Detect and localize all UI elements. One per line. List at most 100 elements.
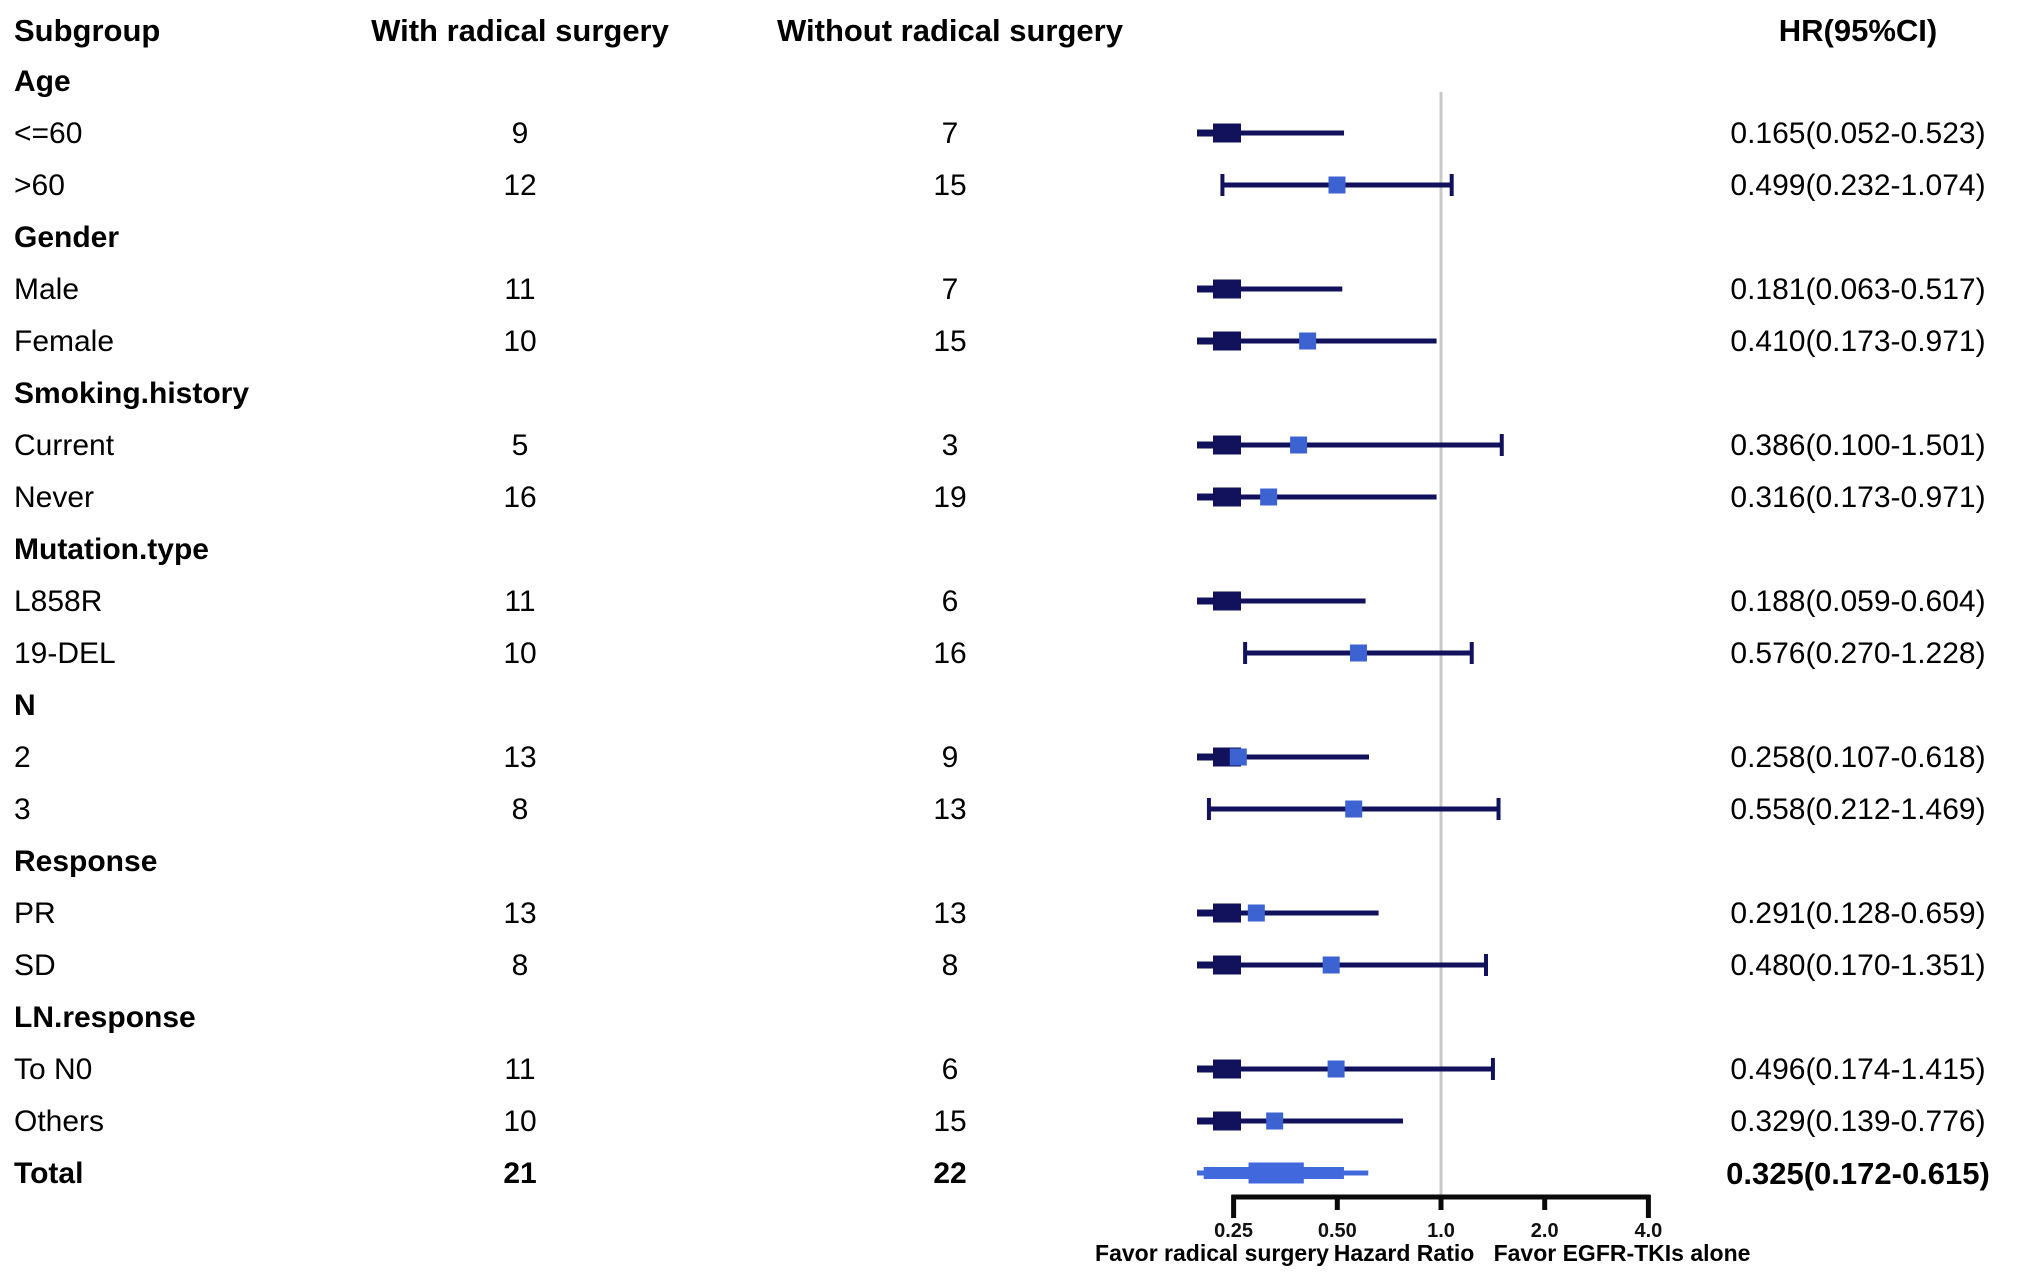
subgroup-label: <=60: [14, 117, 83, 150]
subgroup-label: Others: [14, 1105, 105, 1138]
without-count: 15: [933, 325, 967, 358]
x-axis-title: Hazard Ratio: [1333, 1240, 1475, 1266]
hr-ci-value: 0.291(0.128-0.659): [1730, 897, 1986, 930]
total-without-count: 22: [933, 1157, 967, 1190]
clip-arrow-block: [1213, 591, 1241, 611]
clip-arrow-stub: [1197, 129, 1214, 137]
without-count: 13: [933, 897, 967, 930]
hr-marker: [1327, 1060, 1345, 1078]
hr-marker: [1229, 748, 1247, 766]
section-header: Mutation.type: [14, 533, 209, 566]
hr-marker: [1322, 956, 1340, 974]
hr-ci-value: 0.329(0.139-0.776): [1730, 1105, 1986, 1138]
with-count: 8: [511, 793, 529, 826]
without-count: 6: [941, 585, 959, 618]
hr-ci-value: 0.496(0.174-1.415): [1730, 1053, 1986, 1086]
with-count: 13: [503, 741, 537, 774]
subgroup-label: 19-DEL: [14, 637, 116, 670]
x-tick-label: 2.0: [1531, 1220, 1559, 1242]
clip-arrow-stub: [1197, 753, 1214, 761]
without-count: 8: [941, 949, 959, 982]
without-count: 6: [941, 1053, 959, 1086]
clip-arrow-block: [1213, 123, 1241, 143]
clip-arrow-stub: [1197, 909, 1214, 917]
without-count: 15: [933, 1105, 967, 1138]
total-label: Total: [14, 1157, 84, 1190]
with-count: 13: [503, 897, 537, 930]
with-count: 16: [503, 481, 537, 514]
hr-ci-value: 0.558(0.212-1.469): [1730, 793, 1986, 826]
with-count: 11: [504, 273, 536, 306]
section-header: LN.response: [14, 1001, 196, 1034]
section-header: Smoking.history: [14, 377, 250, 410]
clip-arrow-stub: [1197, 285, 1214, 293]
hr-marker: [1349, 644, 1367, 662]
subgroup-label: PR: [14, 897, 56, 930]
total-hr-ci-value: 0.325(0.172-0.615): [1726, 1156, 1990, 1191]
hr-marker: [1247, 904, 1265, 922]
with-count: 10: [503, 1105, 537, 1138]
summary-bar: [1248, 1162, 1304, 1184]
clip-arrow-block: [1213, 487, 1241, 507]
hr-marker: [1345, 800, 1363, 818]
subgroup-label: >60: [14, 169, 65, 202]
clip-arrow-block: [1213, 1059, 1241, 1079]
clip-arrow-stub: [1197, 337, 1214, 345]
clip-arrow-block: [1213, 955, 1241, 975]
summary-bar: [1203, 1167, 1344, 1179]
without-count: 7: [941, 117, 959, 150]
hr-marker: [1290, 436, 1308, 454]
clip-arrow-block: [1213, 435, 1241, 455]
favor-right-caption: Favor EGFR-TKIs alone: [1493, 1240, 1751, 1266]
with-count: 10: [503, 637, 537, 670]
column-header-subgroup: Subgroup: [14, 13, 161, 48]
section-header: N: [14, 689, 36, 722]
clip-arrow-block: [1213, 331, 1241, 351]
clip-arrow-block: [1213, 747, 1241, 767]
hr-ci-value: 0.181(0.063-0.517): [1730, 273, 1986, 306]
hr-marker: [1328, 176, 1346, 194]
section-header: Response: [14, 845, 158, 878]
subgroup-label: SD: [14, 949, 56, 982]
clip-arrow-stub: [1197, 1065, 1214, 1073]
hr-ci-value: 0.499(0.232-1.074): [1730, 169, 1986, 202]
subgroup-label: To N0: [14, 1053, 93, 1086]
hr-marker: [1260, 488, 1278, 506]
x-tick-label: 0.50: [1318, 1220, 1357, 1242]
hr-ci-value: 0.188(0.059-0.604): [1730, 585, 1986, 618]
with-count: 12: [503, 169, 537, 202]
hr-ci-value: 0.165(0.052-0.523): [1730, 117, 1986, 150]
section-header: Gender: [14, 221, 120, 254]
without-count: 3: [941, 429, 959, 462]
clip-arrow-stub: [1197, 961, 1214, 969]
hr-ci-value: 0.410(0.173-0.971): [1730, 325, 1986, 358]
clip-arrow-stub: [1197, 597, 1214, 605]
section-header: Age: [14, 65, 71, 98]
total-with-count: 21: [503, 1157, 537, 1190]
hr-marker: [1266, 1112, 1284, 1130]
hr-ci-value: 0.480(0.170-1.351): [1730, 949, 1986, 982]
subgroup-label: 2: [14, 741, 31, 774]
column-header-hr-ci: HR(95%CI): [1778, 13, 1938, 48]
clip-arrow-block: [1213, 1111, 1241, 1131]
subgroup-label: Current: [14, 429, 115, 462]
column-header-with-surgery: With radical surgery: [371, 13, 669, 48]
hr-ci-value: 0.258(0.107-0.618): [1730, 741, 1986, 774]
with-count: 10: [503, 325, 537, 358]
with-count: 11: [504, 585, 536, 618]
with-count: 9: [511, 117, 529, 150]
subgroup-label: Male: [14, 273, 80, 306]
with-count: 5: [511, 429, 529, 462]
without-count: 13: [933, 793, 967, 826]
subgroup-label: L858R: [14, 585, 103, 618]
hr-ci-value: 0.316(0.173-0.971): [1730, 481, 1986, 514]
x-tick-label: 1.0: [1427, 1220, 1455, 1242]
with-count: 11: [504, 1053, 536, 1086]
x-tick-label: 0.25: [1214, 1220, 1253, 1242]
favor-left-caption: Favor radical surgery: [1095, 1240, 1329, 1266]
subgroup-label: Never: [14, 481, 95, 514]
without-count: 15: [933, 169, 967, 202]
clip-arrow-stub: [1197, 441, 1214, 449]
hr-ci-value: 0.576(0.270-1.228): [1730, 637, 1986, 670]
